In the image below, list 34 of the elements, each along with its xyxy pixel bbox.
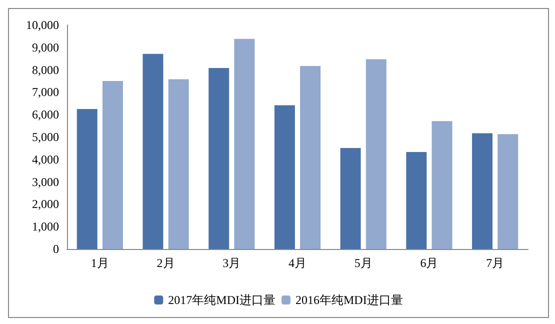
legend-label: 2017年纯MDI进口量 — [168, 293, 276, 307]
x-tick-label: 5月 — [354, 256, 372, 270]
x-tick-label: 1月 — [90, 256, 109, 270]
bar — [498, 134, 518, 249]
x-tick-label: 3月 — [222, 256, 241, 270]
x-tick-label: 6月 — [420, 256, 438, 270]
bar — [234, 38, 255, 249]
y-tick-label: 2,000 — [32, 197, 59, 212]
bar — [300, 66, 321, 249]
y-tick-label: 9,000 — [32, 40, 59, 54]
y-tick-label: 6,000 — [32, 108, 59, 122]
y-tick-label: 8,000 — [32, 62, 59, 77]
legend-label: 2016年纯MDI进口量 — [296, 293, 403, 307]
y-tick-label: 0 — [53, 242, 59, 256]
bar — [472, 133, 493, 249]
y-tick-label: 4,000 — [32, 152, 59, 166]
bar — [208, 68, 230, 249]
bar — [366, 59, 386, 249]
bar — [168, 79, 189, 249]
x-tick-label: 4月 — [288, 256, 306, 270]
y-tick-label: 7,000 — [32, 85, 59, 100]
y-tick-label: 10,000 — [26, 18, 59, 32]
y-tick-label: 1,000 — [32, 220, 59, 234]
bar — [102, 81, 123, 249]
x-tick-label: 2月 — [156, 256, 175, 270]
bar — [406, 152, 427, 249]
bar — [274, 105, 295, 249]
bar — [340, 148, 361, 249]
y-tick-label: 3,000 — [32, 174, 59, 189]
bar — [76, 109, 98, 249]
bar — [432, 121, 452, 249]
x-tick-label: 7月 — [486, 256, 504, 270]
bar — [142, 54, 164, 249]
y-tick-label: 5,000 — [32, 130, 59, 144]
